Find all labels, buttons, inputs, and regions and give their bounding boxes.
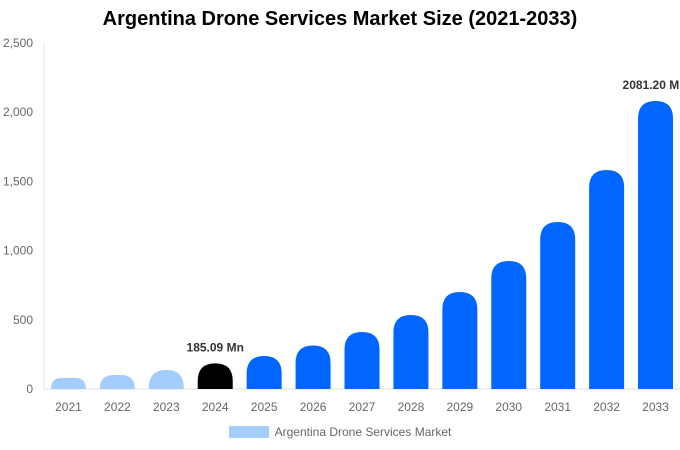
- x-tick-label: 2021: [55, 400, 82, 414]
- x-tick-label: 2025: [251, 400, 278, 414]
- bar-2030: [491, 260, 527, 389]
- y-tick-label: 1,000: [3, 244, 33, 258]
- bar-2021: [50, 377, 86, 389]
- x-tick-label: 2027: [349, 400, 376, 414]
- legend-label: Argentina Drone Services Market: [274, 425, 452, 439]
- legend: Argentina Drone Services Market: [0, 425, 680, 439]
- x-tick-label: 2022: [104, 400, 131, 414]
- x-tick-label: 2023: [153, 400, 180, 414]
- bar-2028: [393, 314, 429, 389]
- bar-2023: [148, 370, 184, 389]
- bar-2032: [589, 170, 625, 389]
- y-tick-label: 2,500: [3, 36, 33, 50]
- x-tick-label: 2024: [202, 400, 229, 414]
- bar-2022: [99, 375, 135, 389]
- data-label: 2081.20 Mn: [623, 78, 680, 92]
- chart-title: Argentina Drone Services Market Size (20…: [102, 8, 578, 30]
- y-tick-label: 2,000: [3, 105, 33, 119]
- x-tick-label: 2033: [642, 400, 669, 414]
- bar-2033: [638, 100, 674, 390]
- bar-2027: [344, 331, 380, 389]
- y-tick-label: 500: [13, 313, 33, 327]
- x-tick-label: 2026: [300, 400, 327, 414]
- y-tick-label: 0: [26, 382, 33, 396]
- bar-2026: [295, 345, 331, 389]
- y-tick-label: 1,500: [3, 174, 33, 188]
- x-tick-label: 2032: [593, 400, 620, 414]
- x-tick-label: 2030: [495, 400, 522, 414]
- x-tick-label: 2028: [398, 400, 425, 414]
- bar-2024: [197, 363, 233, 389]
- x-tick-label: 2029: [446, 400, 473, 414]
- legend-swatch: [228, 426, 269, 438]
- bar-2029: [442, 291, 478, 389]
- x-tick-label: 2031: [544, 400, 571, 414]
- data-label: 185.09 Mn: [187, 340, 244, 354]
- bar-2031: [540, 221, 576, 389]
- bar-2025: [246, 356, 282, 389]
